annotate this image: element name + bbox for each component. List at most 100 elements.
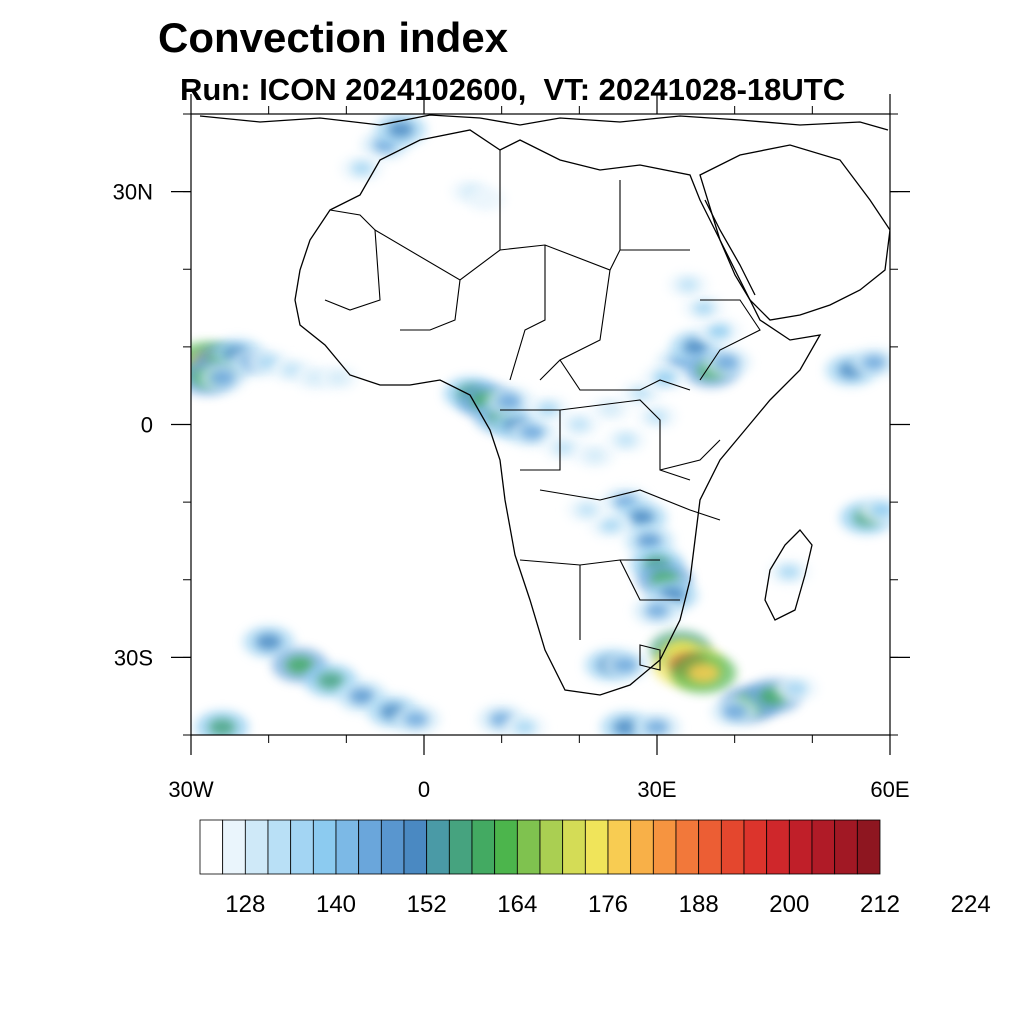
lon-tick-label: 30W bbox=[168, 777, 213, 802]
field-cell bbox=[584, 449, 606, 462]
europe-coastline bbox=[199, 114, 889, 131]
colorbar-box bbox=[426, 819, 450, 875]
lon-tick-label: 30E bbox=[637, 777, 676, 802]
field-cell bbox=[777, 565, 801, 579]
colorbar-box bbox=[766, 819, 790, 875]
field-cell bbox=[285, 656, 314, 674]
madagascar-coastline bbox=[764, 529, 813, 621]
colorbar-box bbox=[743, 819, 768, 875]
colorbar-box bbox=[403, 819, 428, 875]
colorbar-label: 224 bbox=[951, 891, 991, 918]
lon-tick-label: 0 bbox=[418, 777, 430, 802]
field-cell bbox=[537, 402, 560, 416]
axis-labels: 30W 0 30E 60E 30N 0 30S bbox=[113, 180, 910, 802]
colorbar-box bbox=[516, 819, 541, 875]
colorbar-labels: 128140152164176188200212224236 bbox=[225, 891, 991, 918]
field-cell bbox=[645, 603, 669, 619]
colorbar bbox=[199, 819, 881, 875]
field-cell bbox=[513, 720, 537, 735]
lat-tick-label: 30N bbox=[113, 180, 153, 205]
field-cell bbox=[387, 121, 414, 138]
colorbar-box bbox=[380, 819, 405, 875]
colorbar-box bbox=[267, 819, 292, 875]
field-cell bbox=[599, 518, 622, 533]
field-cell bbox=[692, 301, 715, 315]
field-cell bbox=[600, 402, 621, 416]
colorbar-box bbox=[312, 819, 337, 875]
colorbar-box bbox=[652, 819, 677, 875]
field-cell bbox=[645, 719, 669, 735]
colorbar-label: 188 bbox=[679, 891, 719, 918]
map-title: Convection index bbox=[158, 14, 509, 61]
colorbar-label: 212 bbox=[860, 891, 900, 918]
colorbar-box bbox=[539, 819, 564, 875]
field-cell bbox=[613, 657, 638, 673]
field-cell bbox=[568, 417, 590, 432]
colorbar-box bbox=[244, 819, 269, 875]
colorbar-box bbox=[290, 819, 314, 875]
africa-coastline bbox=[294, 129, 822, 696]
field-cell bbox=[349, 688, 375, 704]
field-cell bbox=[714, 354, 739, 370]
field-cell bbox=[208, 718, 236, 735]
field-cell bbox=[553, 441, 575, 455]
colorbar-label: 200 bbox=[769, 891, 809, 918]
field-cell bbox=[677, 278, 699, 292]
colorbar-box bbox=[630, 819, 654, 875]
field-cell bbox=[870, 502, 890, 518]
lat-tick-label: 0 bbox=[141, 413, 153, 438]
colorbar-box bbox=[675, 819, 700, 875]
colorbar-label: 176 bbox=[588, 891, 628, 918]
field-cell bbox=[687, 662, 720, 684]
lon-tick-label: 60E bbox=[870, 777, 909, 802]
field-cell bbox=[210, 370, 235, 386]
colorbar-box bbox=[698, 819, 722, 875]
colorbar-box bbox=[448, 819, 473, 875]
field-cell bbox=[255, 633, 282, 650]
field-cell bbox=[576, 503, 598, 517]
colorbar-label: 152 bbox=[407, 891, 447, 918]
field-cell bbox=[497, 393, 522, 409]
red-sea bbox=[704, 199, 756, 296]
field-cell bbox=[785, 681, 808, 696]
colorbar-box bbox=[834, 819, 858, 875]
colorbar-box bbox=[335, 819, 360, 875]
colorbar-box bbox=[584, 819, 609, 875]
field-cell bbox=[476, 193, 497, 206]
colorbar-label: 128 bbox=[225, 891, 265, 918]
colorbar-label: 164 bbox=[497, 891, 537, 918]
field-cell bbox=[722, 704, 747, 720]
field-cell bbox=[862, 354, 887, 370]
axis-ticks bbox=[171, 94, 910, 755]
field-cell bbox=[653, 370, 677, 386]
colorbar-box bbox=[811, 819, 836, 875]
country-borders bbox=[324, 150, 761, 671]
arabia-coastline bbox=[699, 144, 890, 321]
coastlines bbox=[199, 114, 890, 696]
map-subtitle: Run: ICON 2024102600, VT: 20241028-18UTC bbox=[180, 72, 846, 107]
colorbar-box bbox=[788, 819, 813, 875]
colorbar-box bbox=[199, 819, 224, 875]
field-cell bbox=[328, 371, 349, 385]
field-cell bbox=[612, 719, 639, 735]
convection-field bbox=[191, 114, 890, 735]
colorbar-box bbox=[856, 819, 881, 875]
field-cell bbox=[636, 533, 662, 549]
colorbar-box bbox=[562, 819, 586, 875]
field-cell bbox=[520, 424, 545, 440]
colorbar-box bbox=[471, 819, 496, 875]
colorbar-box bbox=[720, 819, 745, 875]
field-cell bbox=[628, 509, 655, 526]
colorbar-box bbox=[494, 819, 518, 875]
field-cell bbox=[615, 433, 637, 447]
colorbar-label: 140 bbox=[316, 891, 356, 918]
field-cell bbox=[350, 161, 373, 176]
field-cell bbox=[317, 672, 345, 690]
colorbar-box bbox=[358, 819, 382, 875]
lat-tick-label: 30S bbox=[114, 645, 153, 670]
field-cell bbox=[707, 324, 731, 339]
field-cell bbox=[404, 711, 429, 727]
colorbar-box bbox=[607, 819, 632, 875]
field-cell bbox=[682, 338, 709, 355]
